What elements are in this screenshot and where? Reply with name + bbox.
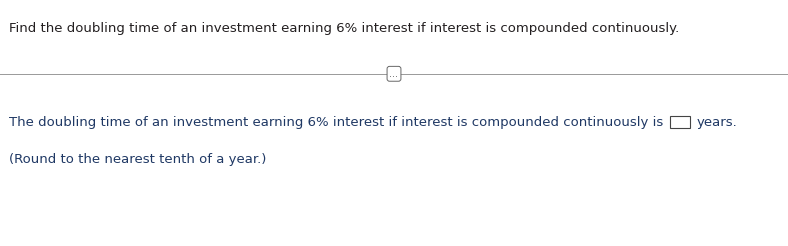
Text: ...: ...: [389, 69, 399, 79]
Text: Find the doubling time of an investment earning 6% interest if interest is compo: Find the doubling time of an investment …: [9, 22, 680, 35]
Text: The doubling time of an investment earning 6% interest if interest is compounded: The doubling time of an investment earni…: [9, 116, 663, 129]
Text: (Round to the nearest tenth of a year.): (Round to the nearest tenth of a year.): [9, 153, 267, 166]
Text: years.: years.: [697, 116, 738, 129]
FancyBboxPatch shape: [670, 116, 690, 128]
